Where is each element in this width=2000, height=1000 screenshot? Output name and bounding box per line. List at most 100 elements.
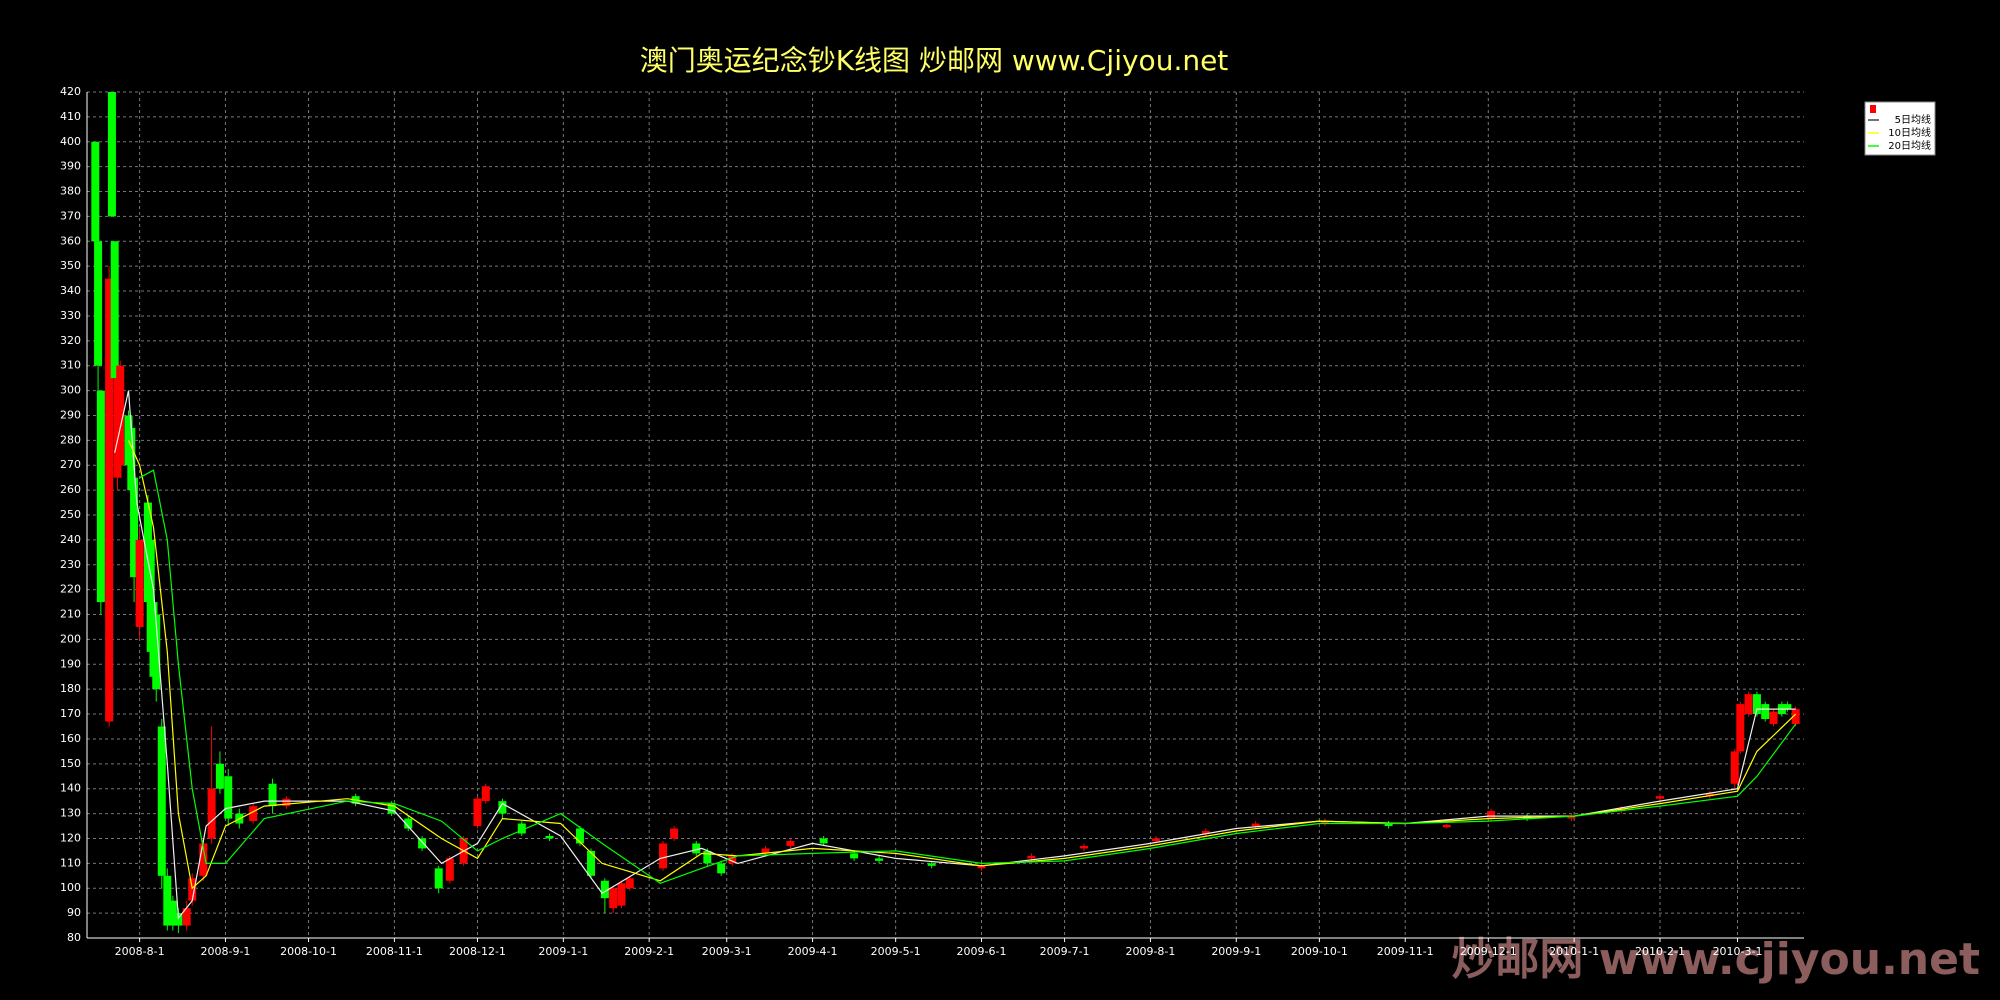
candle-body	[282, 798, 291, 807]
ma-line	[127, 440, 1797, 890]
x-tick-label: 2009-7-1	[1040, 945, 1090, 958]
candle-body	[728, 855, 737, 864]
candle-body	[188, 878, 197, 901]
y-tick-label: 80	[67, 931, 81, 944]
candle-body	[1151, 838, 1160, 841]
y-tick-label: 300	[60, 384, 81, 397]
x-tick-label: 2009-1-1	[538, 945, 588, 958]
candle-body	[670, 828, 679, 839]
y-tick-label: 370	[60, 209, 81, 222]
candle-body	[224, 776, 233, 819]
x-tick-label: 2010-2-1	[1635, 945, 1685, 958]
y-tick-label: 170	[60, 707, 81, 720]
candle-body	[418, 838, 427, 849]
candle-body	[207, 788, 216, 839]
candle-body	[481, 786, 490, 802]
candle-body	[1791, 709, 1800, 725]
x-tick-label: 2009-4-1	[788, 945, 838, 958]
ma-line	[114, 390, 1796, 920]
candle-body	[91, 141, 100, 242]
y-tick-label: 340	[60, 284, 81, 297]
candle-body	[152, 614, 161, 690]
candle-body	[1752, 694, 1761, 715]
candle-body	[819, 838, 828, 844]
candle-body	[1705, 793, 1714, 797]
x-tick-label: 2009-12-1	[1460, 945, 1517, 958]
candle-body	[130, 477, 139, 578]
candle-body	[875, 858, 884, 861]
candle-body	[786, 840, 795, 846]
x-tick-label: 2009-2-1	[624, 945, 674, 958]
candle-body	[127, 427, 136, 491]
y-tick-label: 150	[60, 757, 81, 770]
candle-body	[110, 241, 119, 379]
y-tick-label: 410	[60, 110, 81, 123]
x-tick-label: 2009-10-1	[1291, 945, 1348, 958]
legend-candle-icon	[1870, 105, 1876, 113]
y-tick-label: 140	[60, 782, 81, 795]
candle-body	[977, 865, 986, 869]
y-tick-label: 90	[67, 906, 81, 919]
candle-body	[1617, 808, 1626, 812]
candle-body	[249, 806, 258, 822]
y-tick-label: 270	[60, 458, 81, 471]
legend-box	[1864, 101, 1936, 156]
candle-body	[135, 539, 144, 627]
y-tick-label: 280	[60, 433, 81, 446]
x-tick-label: 2009-6-1	[957, 945, 1007, 958]
candle-body	[1736, 704, 1745, 752]
candle-body	[1769, 711, 1778, 725]
candle-body	[445, 858, 454, 881]
y-tick-label: 110	[60, 856, 81, 869]
legend-label: 5日均线	[1895, 113, 1931, 126]
candle-body	[1655, 796, 1664, 799]
x-tick-label: 2008-9-1	[200, 945, 250, 958]
x-tick-label: 2008-8-1	[115, 945, 165, 958]
candle-body	[717, 863, 726, 874]
candle-body	[617, 883, 626, 906]
candle-body	[404, 818, 413, 829]
y-tick-label: 320	[60, 334, 81, 347]
x-tick-label: 2008-12-1	[449, 945, 506, 958]
candle-body	[545, 835, 554, 839]
candle-body	[1744, 694, 1753, 715]
watermark: 炒邮网 www.cjiyou.net	[1451, 934, 1980, 985]
x-tick-label: 2009-11-1	[1377, 945, 1434, 958]
candle-body	[927, 863, 936, 866]
candle-body	[1320, 821, 1329, 824]
x-tick-label: 2010-3-1	[1713, 945, 1763, 958]
x-tick-label: 2008-10-1	[280, 945, 337, 958]
x-tick-label: 2009-9-1	[1211, 945, 1261, 958]
chart-title: 澳门奥运纪念钞K线图 炒邮网 www.Cjiyou.net	[640, 44, 1229, 77]
y-tick-label: 420	[60, 85, 81, 98]
candle-body	[1567, 816, 1576, 819]
candle-body	[600, 880, 609, 899]
y-tick-label: 330	[60, 309, 81, 322]
candle-body	[1442, 824, 1451, 828]
y-tick-label: 240	[60, 533, 81, 546]
candle-body	[168, 900, 177, 926]
candle-body	[1384, 823, 1393, 827]
x-tick-label: 2008-11-1	[366, 945, 423, 958]
candle-body	[163, 875, 172, 926]
candle-body	[215, 763, 224, 789]
candle-body	[107, 92, 116, 217]
candle-body	[116, 365, 125, 466]
ma-line	[139, 469, 1797, 884]
candle-body	[659, 843, 668, 869]
candle-body	[587, 850, 596, 876]
candle-body	[174, 913, 183, 926]
x-tick-label: 2009-5-1	[871, 945, 921, 958]
y-tick-label: 120	[60, 831, 81, 844]
candle-body	[1027, 855, 1036, 859]
candle-body	[182, 908, 191, 926]
y-tick-label: 260	[60, 483, 81, 496]
candle-body	[268, 783, 277, 807]
candle-body	[94, 241, 103, 366]
y-tick-label: 190	[60, 657, 81, 670]
y-tick-label: 360	[60, 234, 81, 247]
legend-label: 20日均线	[1888, 139, 1931, 152]
y-tick-label: 380	[60, 185, 81, 198]
candle-body	[850, 853, 859, 859]
